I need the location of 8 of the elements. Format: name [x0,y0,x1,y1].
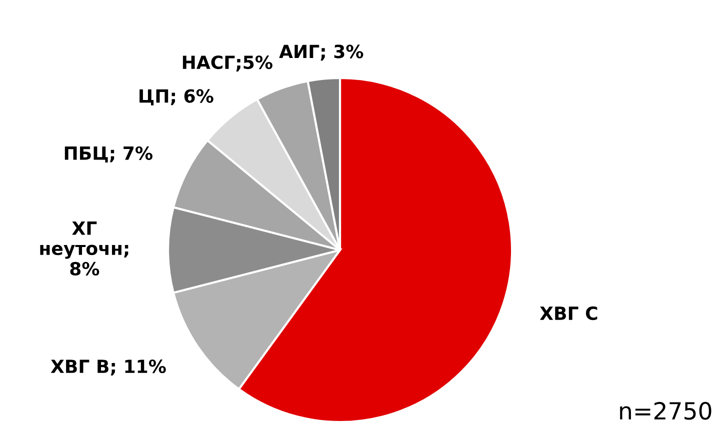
slice-label: ХВГ С [540,306,598,320]
slice-label: НАСГ;5% [182,55,272,72]
slice-label: ХГ неуточн; 8% [40,222,128,276]
text: n=2750 [620,402,712,420]
slice-label: ЦП; 6% [140,89,214,106]
slice-label: ПБЦ; 7% [64,146,152,163]
slice-label: АИГ; 3% [279,44,364,61]
slice-label: ХВГ В; 11% [50,360,166,376]
